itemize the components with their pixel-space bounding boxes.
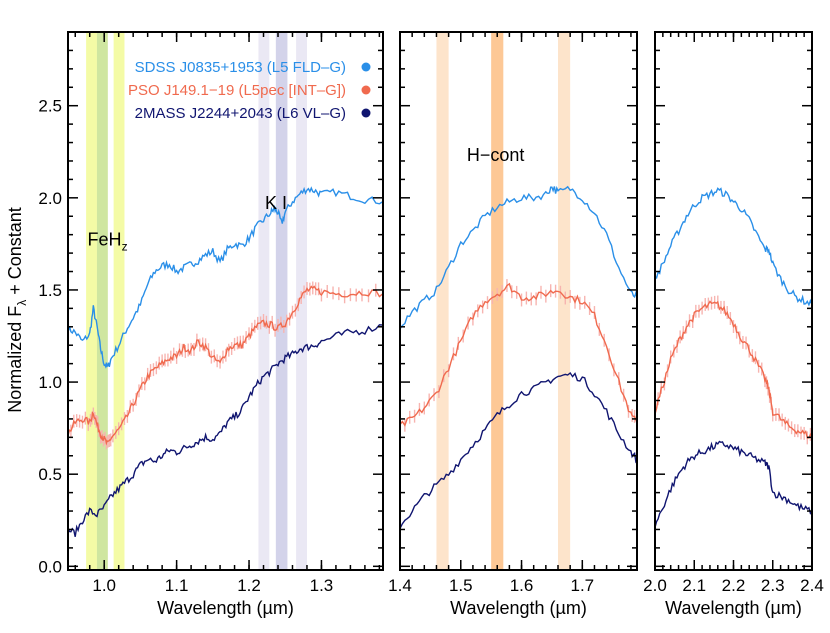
- band-2-2: [491, 32, 504, 570]
- x-tick-label: 2.2: [722, 576, 746, 595]
- y-tick-label: 0.5: [38, 465, 62, 484]
- band-2-3: [558, 32, 571, 570]
- series-line-1-1: [67, 186, 384, 369]
- legend-marker-2: [361, 85, 371, 95]
- x-tick-label: 1.6: [510, 576, 534, 595]
- band-1-5: [275, 32, 288, 570]
- x-axis-label-3: Wavelength (µm): [665, 598, 802, 618]
- errorbars-2-2: [399, 279, 638, 432]
- x-tick-label: 1.1: [165, 576, 189, 595]
- x-tick-label: 1.7: [570, 576, 594, 595]
- y-axis-label: Normalized Fλ + Constant: [5, 207, 29, 413]
- legend-marker-1: [361, 62, 371, 72]
- band-1-2: [96, 32, 108, 570]
- x-axis-label-1: Wavelength (µm): [157, 598, 294, 618]
- panel-1: 1.0 1.1 1.2 1.3 Wavelength (µm) FeHz K I: [67, 31, 384, 618]
- x-tick-label: 1.4: [388, 576, 412, 595]
- legend-marker-3: [361, 108, 371, 118]
- y-tick-label: 0.0: [38, 557, 62, 576]
- panel-frame-1: [67, 31, 384, 571]
- x-tick-label: 2.0: [643, 576, 667, 595]
- y-tick-label: 1.5: [38, 281, 62, 300]
- x-tick-label: 1.3: [310, 576, 334, 595]
- x-tick-label: 2.3: [761, 576, 785, 595]
- x-tick-label: 1.5: [449, 576, 473, 595]
- annotation-2-1: H−cont: [467, 145, 525, 165]
- panel-frame-2: [399, 31, 638, 571]
- legend-entry-1: SDSS J0835+1953 (L5 FLD–G): [135, 59, 346, 76]
- y-tick-label: 1.0: [38, 373, 62, 392]
- y-axis-label-sub: λ: [15, 300, 29, 306]
- panel-3: 2.0 2.1 2.2 2.3 2.4 Wavelength (µm): [643, 31, 824, 618]
- x-tick-label: 2.1: [682, 576, 706, 595]
- y-tick-label: 2.0: [38, 189, 62, 208]
- panel-2: 1.4 1.5 1.6 1.7 Wavelength (µm) H−cont: [388, 31, 638, 618]
- series-line-2-3: [399, 371, 638, 529]
- panel-frame-3: [654, 31, 813, 571]
- series-line-3-2: [654, 300, 813, 439]
- x-tick-label: 2.4: [800, 576, 824, 595]
- series-line-3-1: [654, 187, 813, 307]
- series-line-1-3: [67, 324, 384, 537]
- y-axis-label-base: Normalized F: [5, 306, 25, 413]
- band-1-1: [86, 32, 97, 570]
- legend-entry-2: PSO J149.1−19 (L5pec [INT–G]): [128, 82, 346, 99]
- series-line-3-3: [654, 440, 813, 528]
- y-axis-label-rest: + Constant: [5, 207, 25, 300]
- series-line-2-2: [399, 282, 638, 427]
- legend-entry-3: 2MASS J2244+2043 (L6 VL–G): [135, 105, 346, 122]
- band-2-1: [436, 32, 449, 570]
- series-line-2-1: [399, 185, 638, 330]
- x-axis-label-2: Wavelength (µm): [450, 598, 587, 618]
- annotation-1-2: K I: [265, 193, 287, 213]
- x-tick-label: 1.0: [92, 576, 116, 595]
- band-1-4: [258, 32, 270, 570]
- band-1-3: [113, 32, 125, 570]
- annotation-1-1: FeHz: [88, 230, 128, 254]
- series-line-1-2: [67, 285, 384, 446]
- x-tick-label: 1.2: [237, 576, 261, 595]
- y-tick-label: 2.5: [38, 97, 62, 116]
